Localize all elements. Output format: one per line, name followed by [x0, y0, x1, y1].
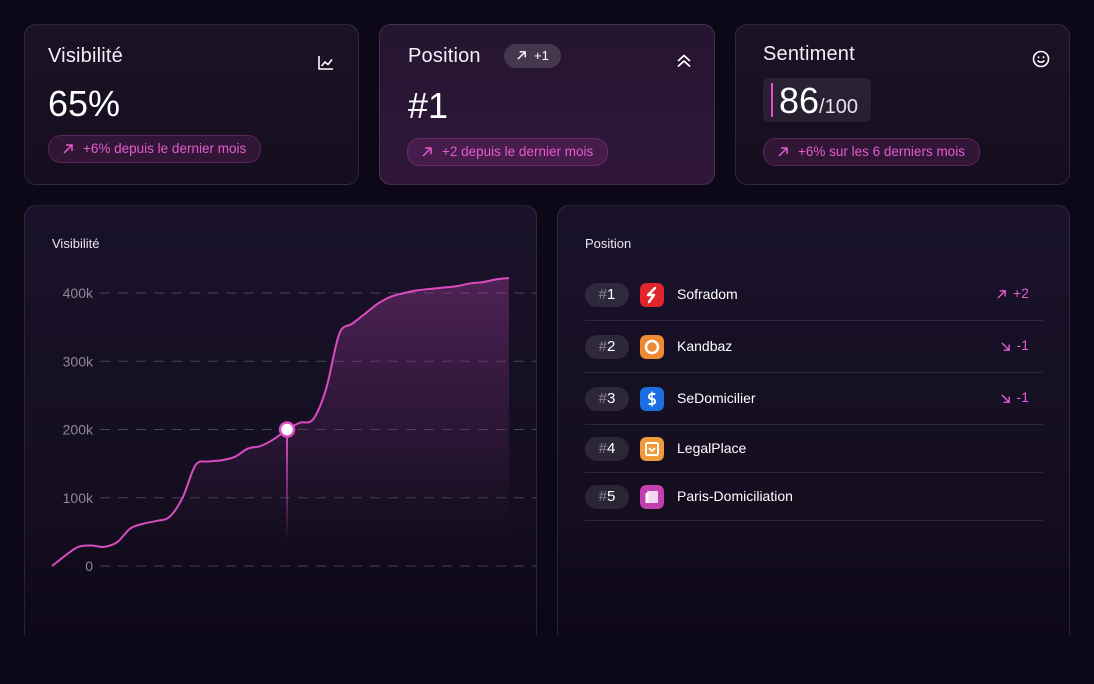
rank-pill: #4 — [585, 437, 629, 461]
position-change-badge: +1 — [504, 44, 561, 68]
row-divider — [585, 472, 1043, 473]
competitor-name: LegalPlace — [677, 440, 747, 456]
ranking-panel-title: Position — [585, 236, 632, 251]
row-divider — [585, 424, 1043, 425]
sentiment-kpi-value: 86 — [779, 80, 820, 121]
arrow-up-right-icon — [63, 144, 73, 154]
sentiment-max: /100 — [819, 96, 858, 118]
chart-line-icon — [318, 56, 333, 70]
ranking-row[interactable]: #5 Paris-Domiciliation — [585, 473, 1043, 521]
competitor-name: SeDomicilier — [677, 390, 756, 406]
competitor-name: Kandbaz — [677, 338, 733, 354]
legalplace-logo-icon — [640, 437, 664, 461]
arrow-up-right-icon — [517, 51, 526, 60]
sentiment-score: 86/100 — [779, 80, 858, 122]
rank-delta: -1 — [1000, 337, 1029, 353]
visibility-change-pill: +6% depuis le dernier mois — [48, 135, 262, 163]
row-divider — [585, 372, 1043, 373]
sedomicilier-logo-icon — [640, 387, 664, 411]
position-ranking-panel: Position #1 Sofradom +2 #2 Kandbaz -1 #3… — [557, 205, 1070, 635]
paris-domiciliation-logo-icon — [640, 485, 664, 509]
ranking-row[interactable]: #4 LegalPlace — [585, 425, 1043, 473]
rank-pill: #5 — [585, 485, 629, 509]
rank-pill: #1 — [585, 283, 629, 307]
sentiment-change-text: +6% sur les 6 derniers mois — [798, 144, 965, 159]
arrow-up-right-icon — [422, 147, 432, 157]
row-divider — [585, 320, 1043, 321]
arrow-down-right-icon — [1000, 342, 1010, 351]
competitor-name: Paris-Domiciliation — [677, 488, 793, 504]
rank-delta: +2 — [996, 285, 1029, 301]
chevrons-up-icon — [677, 54, 691, 68]
position-change-text: +2 depuis le dernier mois — [442, 144, 594, 159]
ranking-row[interactable]: #1 Sofradom +2 — [585, 269, 1043, 321]
smiley-icon — [1032, 50, 1050, 68]
position-badge-text: +1 — [534, 48, 549, 63]
score-accent-bar — [771, 83, 773, 117]
rank-pill: #3 — [585, 387, 629, 411]
kandbaz-logo-icon — [640, 335, 664, 359]
sentiment-kpi-card: Sentiment 86/100 +6% sur les 6 derniers … — [735, 24, 1070, 185]
ranking-row[interactable]: #3 SeDomicilier -1 — [585, 373, 1043, 425]
arrow-up-right-icon — [778, 147, 788, 157]
visibility-kpi-value: 65% — [48, 83, 121, 124]
arrow-up-right-icon — [997, 290, 1006, 299]
sentiment-score-box: 86/100 — [763, 78, 871, 122]
visibility-kpi-title: Visibilité — [48, 45, 123, 67]
sentiment-kpi-title: Sentiment — [763, 43, 855, 65]
chart-panel-title: Visibilité — [52, 236, 100, 251]
position-kpi-title: Position — [408, 45, 481, 67]
position-change-pill: +2 depuis le dernier mois — [407, 138, 609, 166]
rank-delta: -1 — [1000, 389, 1029, 405]
position-kpi-value: #1 — [408, 85, 449, 126]
ranking-row[interactable]: #2 Kandbaz -1 — [585, 321, 1043, 373]
row-divider — [585, 520, 1043, 521]
rank-pill: #2 — [585, 335, 629, 359]
position-kpi-card: Position +1 #1 +2 depuis le dernier mois — [379, 24, 715, 185]
visibility-chart-panel: Visibilité — [24, 205, 537, 635]
sentiment-change-pill: +6% sur les 6 derniers mois — [763, 138, 980, 166]
sofradom-logo-icon — [640, 283, 664, 307]
visibility-change-text: +6% depuis le dernier mois — [83, 141, 247, 156]
arrow-down-right-icon — [1000, 394, 1010, 403]
competitor-name: Sofradom — [677, 286, 738, 302]
visibility-kpi-card: Visibilité 65% +6% depuis le dernier moi… — [24, 24, 359, 185]
